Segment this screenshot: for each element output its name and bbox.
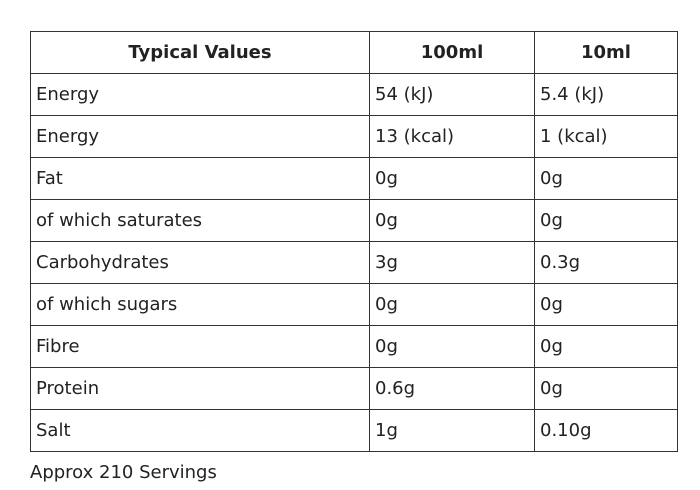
- table-cell: 54 (kJ): [369, 73, 535, 116]
- table-row: Protein 0.6g 0g: [30, 367, 678, 410]
- table-cell: 0g: [534, 157, 678, 200]
- table-cell: 0g: [369, 199, 535, 242]
- table-row: Energy 13 (kcal) 1 (kcal): [30, 115, 678, 158]
- table-row: Carbohydrates 3g 0.3g: [30, 241, 678, 284]
- table-cell: Salt: [30, 409, 370, 452]
- table-cell: Energy: [30, 115, 370, 158]
- nutrition-table: Typical Values 100ml 10ml Energy 54 (kJ) 5.4…: [30, 31, 678, 452]
- table-cell: 5.4 (kJ): [534, 73, 678, 116]
- table-cell: 0.3g: [534, 241, 678, 284]
- footer-note: Approx 210 Servings: [30, 462, 217, 483]
- table-cell: 0.6g: [369, 367, 535, 410]
- table-cell: 1 (kcal): [534, 115, 678, 158]
- table-cell: Fibre: [30, 325, 370, 368]
- table-cell: 0.10g: [534, 409, 678, 452]
- table-cell: Energy: [30, 73, 370, 116]
- table-cell: 0g: [534, 283, 678, 326]
- table-cell: 0g: [369, 157, 535, 200]
- table-row: of which saturates 0g 0g: [30, 199, 678, 242]
- table-cell: of which saturates: [30, 199, 370, 242]
- header-cell: 100ml: [369, 31, 535, 74]
- table-cell: 0g: [534, 367, 678, 410]
- table-cell: 0g: [534, 199, 678, 242]
- table-cell: Carbohydrates: [30, 241, 370, 284]
- table-cell: Fat: [30, 157, 370, 200]
- table-row: Energy 54 (kJ) 5.4 (kJ): [30, 73, 678, 116]
- table-row: Salt 1g 0.10g: [30, 409, 678, 452]
- table-cell: 0g: [369, 325, 535, 368]
- header-cell: 10ml: [534, 31, 678, 74]
- table-cell: 13 (kcal): [369, 115, 535, 158]
- table-cell: 3g: [369, 241, 535, 284]
- table-cell: Protein: [30, 367, 370, 410]
- table-cell: 0g: [534, 325, 678, 368]
- table-cell: 1g: [369, 409, 535, 452]
- table-row: of which sugars 0g 0g: [30, 283, 678, 326]
- table-cell: 0g: [369, 283, 535, 326]
- table-row: Fibre 0g 0g: [30, 325, 678, 368]
- table-row: Fat 0g 0g: [30, 157, 678, 200]
- header-row: Typical Values 100ml 10ml: [30, 31, 678, 74]
- header-cell: Typical Values: [30, 31, 370, 74]
- table-cell: of which sugars: [30, 283, 370, 326]
